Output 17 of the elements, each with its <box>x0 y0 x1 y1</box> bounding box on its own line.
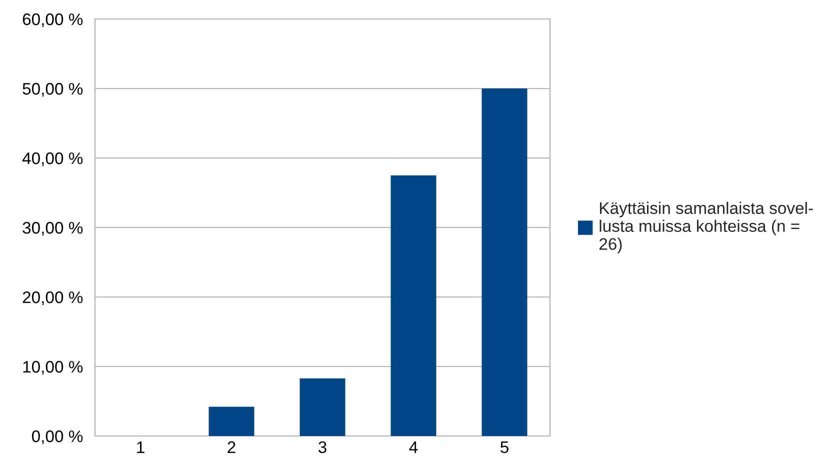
y-tick-label: 50,00 % <box>22 82 83 97</box>
x-tick-label: 4 <box>409 441 418 453</box>
x-tick-label: 5 <box>500 441 508 454</box>
bar <box>482 88 528 436</box>
y-tick-label: 10,00 % <box>23 360 83 375</box>
y-tick-label: 20,00 % <box>22 291 83 306</box>
bar <box>208 406 254 436</box>
bar <box>390 175 436 436</box>
y-tick-label: 40,00 % <box>22 152 83 166</box>
x-tick-label: 2 <box>228 441 236 453</box>
legend-label: Käyttäisin samanlaista sovel- lusta muissa kohteissa (n = 26) <box>599 202 813 254</box>
x-tick-label: 1 <box>137 441 144 453</box>
bar <box>300 378 346 436</box>
y-tick-label: 60,00 % <box>22 13 83 28</box>
x-tick-label: 3 <box>318 441 326 454</box>
y-tick-label: 30,00 % <box>22 222 83 236</box>
y-tick-label: 0,00 % <box>32 430 83 444</box>
